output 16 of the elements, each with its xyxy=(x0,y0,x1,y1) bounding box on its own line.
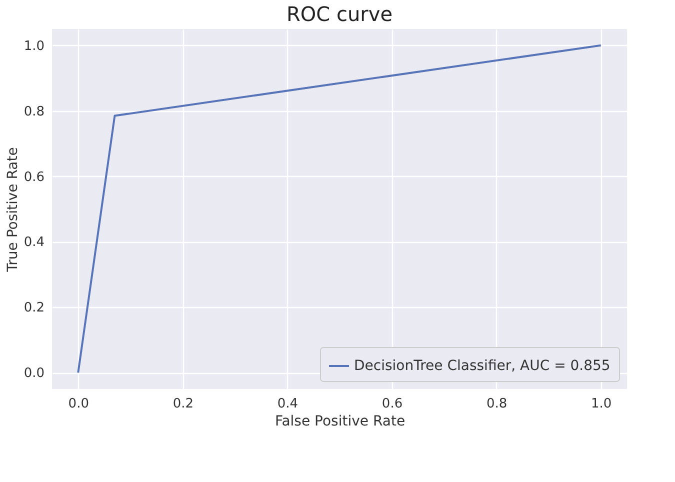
x-tick-label: 1.0 xyxy=(591,396,612,412)
x-tick-label: 0.4 xyxy=(277,396,298,412)
y-tick-label: 0.4 xyxy=(24,235,44,250)
legend-label: DecisionTree Classifier, AUC = 0.855 xyxy=(354,358,610,374)
x-tick-label: 0.6 xyxy=(382,396,403,412)
x-axis-title: False Positive Rate xyxy=(274,414,406,430)
x-tick-label: 0.2 xyxy=(172,396,194,412)
chart-title: ROC curve xyxy=(286,2,392,26)
y-tick-label: 0.6 xyxy=(24,170,44,185)
y-tick-label: 1.0 xyxy=(24,38,44,54)
y-tick-label: 0.8 xyxy=(24,104,44,120)
x-tick-label: 0.0 xyxy=(68,396,89,412)
x-tick-label: 0.8 xyxy=(486,396,508,412)
y-tick-label: 0.0 xyxy=(24,366,44,382)
y-tick-label: 0.2 xyxy=(24,300,44,316)
y-axis-title: True Positive Rate xyxy=(4,147,21,273)
